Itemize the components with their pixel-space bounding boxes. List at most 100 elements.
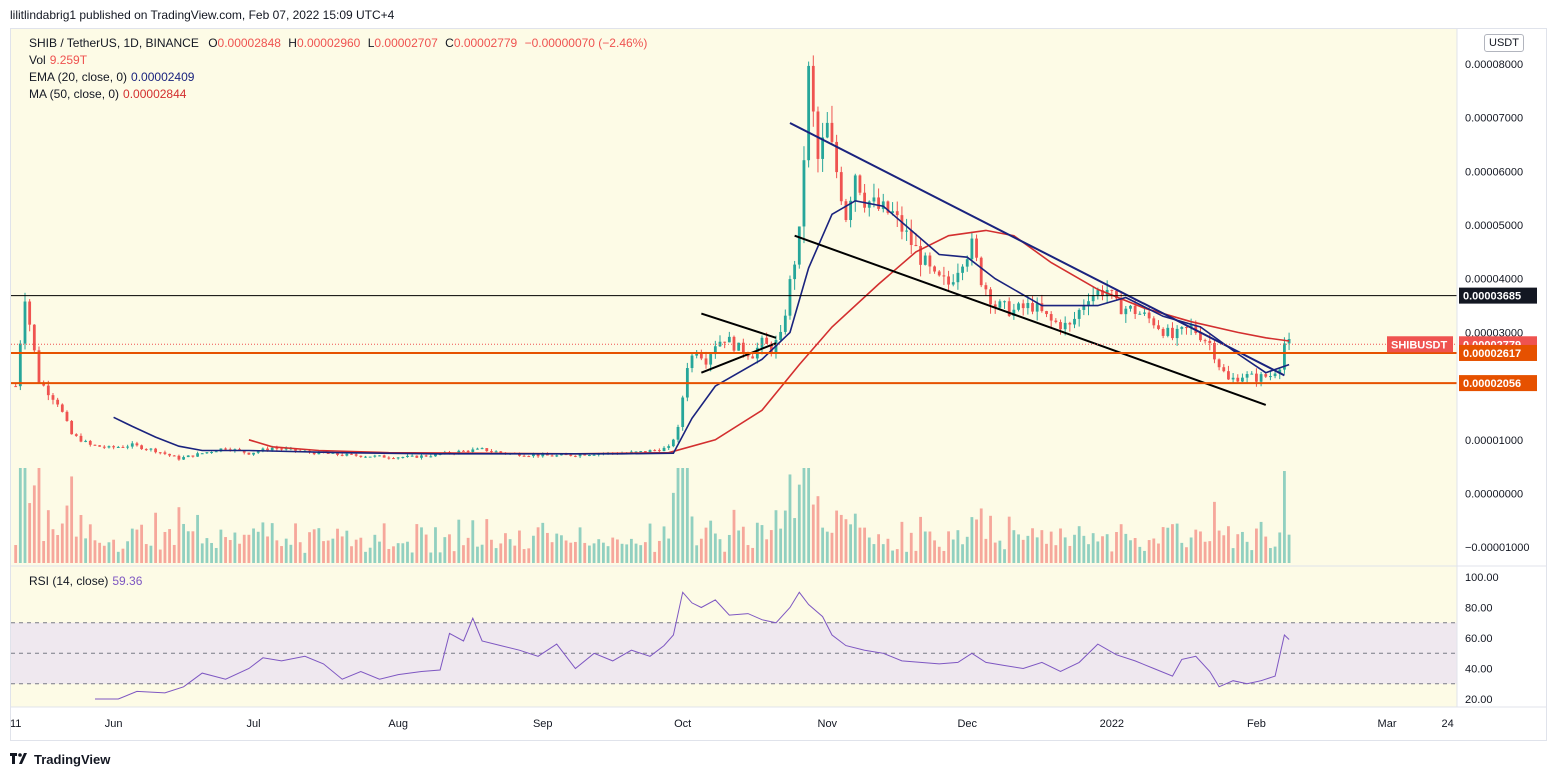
chart-container[interactable]: 0.00008000 0.00007000 0.00006000 0.00005000…: [10, 28, 1547, 741]
candle-body: [466, 450, 470, 452]
legend-open-label: O: [208, 36, 218, 50]
volume-bar: [508, 539, 512, 563]
volume-bar: [1110, 551, 1114, 563]
candle-body: [1133, 305, 1137, 314]
volume-bar: [88, 524, 92, 563]
candle-body: [1026, 302, 1030, 309]
candle-body: [84, 440, 88, 442]
x-tick-label: Feb: [1247, 718, 1266, 730]
y-tick-label: 0.00005000: [1465, 220, 1523, 232]
volume-bar: [410, 552, 414, 563]
volume-bar: [294, 523, 297, 563]
volume-bar: [126, 541, 130, 563]
volume-bar: [1166, 527, 1170, 563]
publisher-line: lilitlindabrig1 published on TradingView…: [10, 8, 395, 22]
candle-body: [1245, 374, 1249, 378]
candle-body: [1110, 289, 1114, 291]
legend-ema-row: EMA (20, close, 0) 0.00002409: [29, 70, 194, 84]
candle-body: [527, 456, 531, 458]
volume-bar: [592, 543, 596, 563]
volume-bar: [322, 541, 325, 563]
volume-bar: [629, 538, 633, 563]
volume-bar: [937, 546, 941, 563]
currency-button[interactable]: USDT: [1484, 34, 1524, 52]
candle-body: [1283, 343, 1286, 370]
volume-bar: [1152, 538, 1156, 563]
candle-body: [853, 175, 857, 201]
candle-body: [900, 215, 904, 232]
volume-bar: [238, 543, 241, 563]
price-marker-label: 0.00002617: [1463, 348, 1521, 360]
volume-bar: [1255, 528, 1258, 563]
candle-body: [1012, 309, 1016, 316]
candle-body: [406, 455, 409, 458]
volume-bar: [970, 517, 974, 563]
candle-body: [387, 457, 391, 459]
volume-bar: [760, 525, 764, 563]
volume-bar: [550, 542, 554, 563]
candle-body: [1007, 301, 1011, 316]
candle-body: [662, 447, 666, 452]
volume-bar: [1124, 533, 1128, 563]
volume-bar: [872, 544, 876, 563]
candle-body: [401, 457, 405, 459]
legend-rsi-label[interactable]: RSI (14, close): [29, 574, 109, 588]
rsi-line: [95, 591, 1290, 700]
volume-bar: [1189, 537, 1193, 563]
volume-bar: [252, 528, 255, 563]
volume-bar: [615, 539, 619, 563]
candle-body: [1021, 303, 1025, 309]
volume-bar: [1082, 535, 1086, 563]
trendline: [701, 312, 777, 339]
candle-body: [32, 324, 36, 351]
candle-body: [420, 455, 423, 458]
candle-body: [1199, 333, 1202, 341]
legend-rsi-row: RSI (14, close) 59.36: [29, 574, 142, 588]
candle-body: [849, 200, 853, 221]
legend-ema-label[interactable]: EMA (20, close, 0): [29, 70, 128, 84]
volume-bar: [121, 548, 125, 563]
legend-ma-label[interactable]: MA (50, close, 0): [29, 87, 120, 101]
volume-bar: [42, 541, 46, 563]
volume-bar: [191, 531, 195, 563]
volume-bar: [774, 510, 778, 563]
candle-body: [28, 301, 32, 325]
y-tick-label: 0.00000000: [1465, 489, 1523, 501]
candle-body: [737, 342, 741, 351]
candle-body: [51, 395, 55, 400]
axes-layer: 0.00008000 0.00007000 0.00006000 0.00005000…: [11, 29, 1546, 730]
volume-bar: [415, 524, 419, 563]
candle-body: [653, 450, 657, 452]
volume-bar: [839, 514, 843, 563]
volume-bar: [368, 547, 372, 563]
chart-svg[interactable]: 0.00008000 0.00007000 0.00006000 0.00005000…: [11, 29, 1546, 740]
volume-bar: [280, 546, 283, 563]
volume-bar: [634, 543, 638, 563]
price-marker-box: [1459, 344, 1537, 361]
volume-bar: [1017, 534, 1020, 563]
legend-symbol[interactable]: SHIB / TetherUS, 1D, BINANCE: [29, 36, 199, 50]
legend-volume-label[interactable]: Vol: [29, 53, 46, 67]
tradingview-logo-icon: [10, 753, 27, 764]
volume-bar: [1077, 526, 1081, 563]
candle-body: [1227, 371, 1230, 380]
volume-bar: [214, 547, 218, 563]
volume-bar: [699, 538, 703, 563]
candle-body: [1031, 302, 1034, 312]
candle-body: [928, 255, 932, 267]
volume-bar: [713, 533, 717, 563]
candle-body: [863, 192, 867, 208]
candle-body: [588, 455, 591, 457]
legend-volume-value: 9.259T: [49, 53, 88, 67]
candle-body: [723, 341, 727, 343]
volume-bar: [1143, 550, 1146, 563]
volume-bar: [476, 546, 479, 563]
candle-body: [256, 451, 260, 453]
candle-body: [993, 304, 997, 308]
candle-body: [396, 457, 400, 459]
volume-bar: [788, 474, 792, 563]
volume-bar: [401, 543, 405, 563]
volume-bar: [242, 534, 246, 563]
candle-body: [476, 448, 479, 450]
candle-body: [1166, 327, 1170, 336]
